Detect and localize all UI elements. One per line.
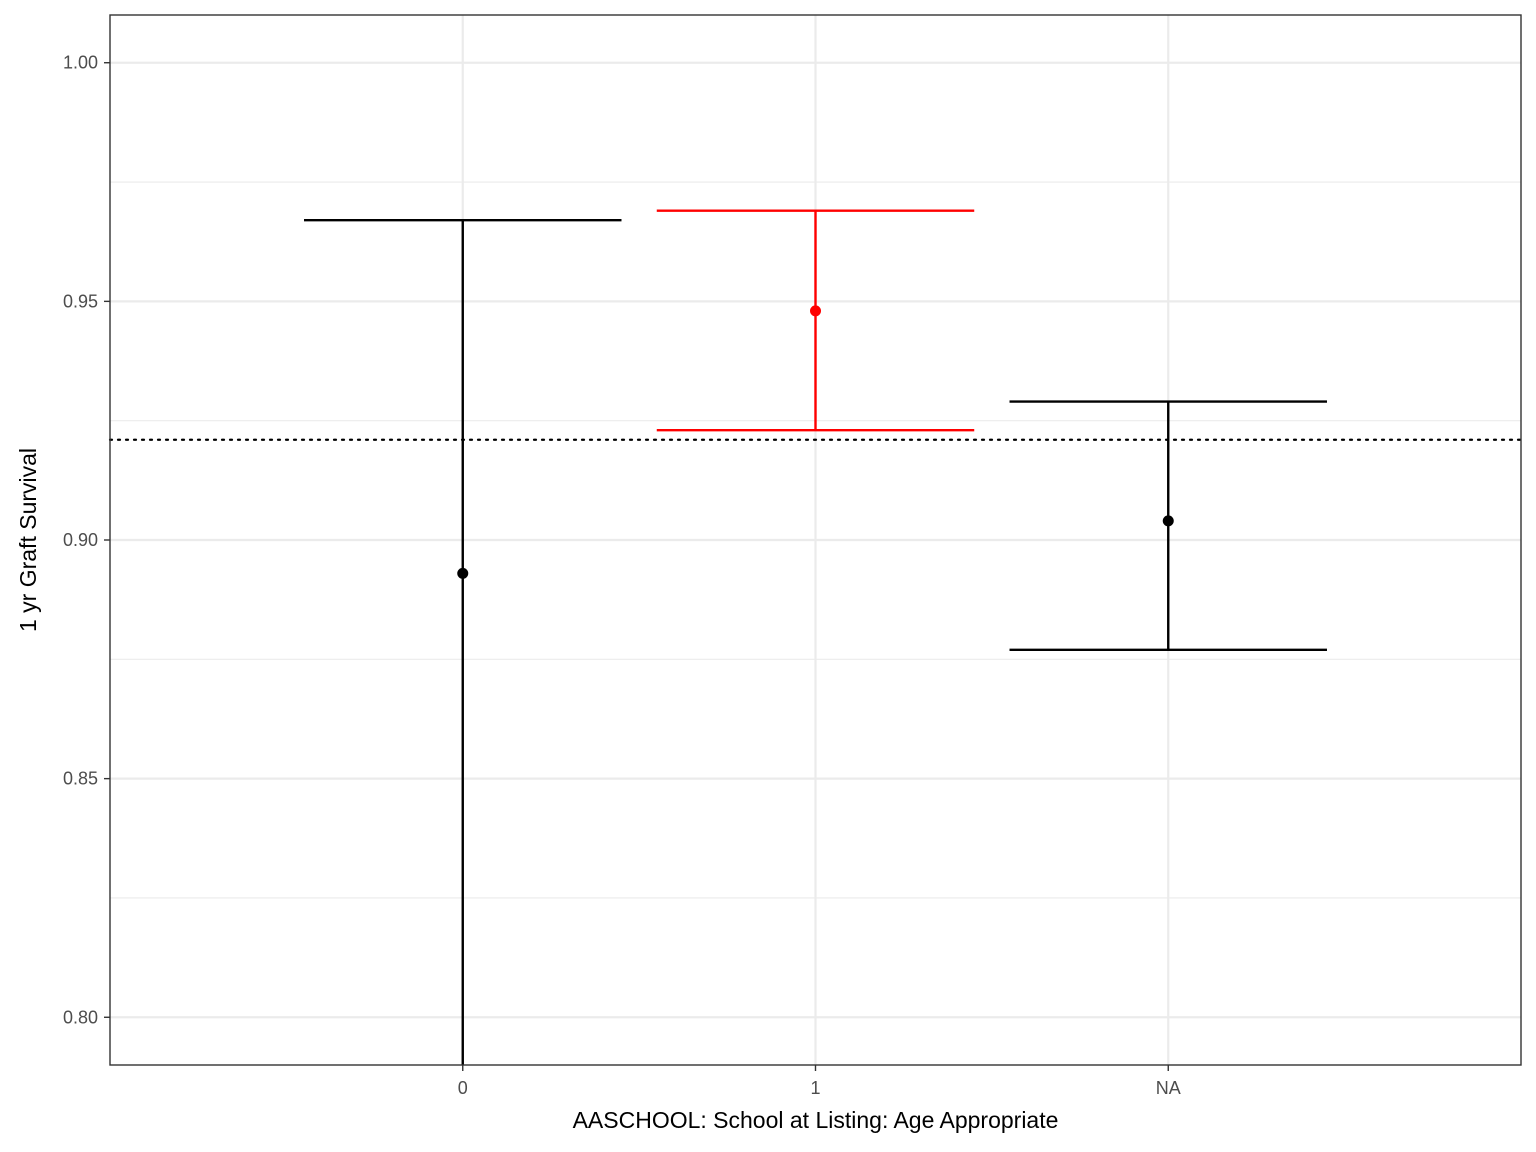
y-tick-label: 0.80	[63, 1007, 98, 1027]
y-tick-label: 0.95	[63, 291, 98, 311]
y-tick-label: 0.85	[63, 769, 98, 789]
estimate-point	[457, 567, 469, 579]
estimate-points	[457, 305, 1174, 579]
x-axis-title: AASCHOOL: School at Listing: Age Appropr…	[573, 1107, 1059, 1133]
x-axis-ticks: 0 1 NA	[458, 1065, 1181, 1098]
x-tick-label: 1	[810, 1078, 820, 1098]
y-axis-ticks: 0.80 0.85 0.90 0.95 1.00	[63, 53, 110, 1027]
x-tick-label: NA	[1156, 1078, 1181, 1098]
x-tick-label: 0	[458, 1078, 468, 1098]
y-tick-label: 0.90	[63, 530, 98, 550]
y-tick-label: 1.00	[63, 53, 98, 73]
estimate-point	[810, 305, 821, 317]
y-axis-title: 1 yr Graft Survival	[15, 448, 41, 632]
estimate-point	[1162, 515, 1174, 527]
